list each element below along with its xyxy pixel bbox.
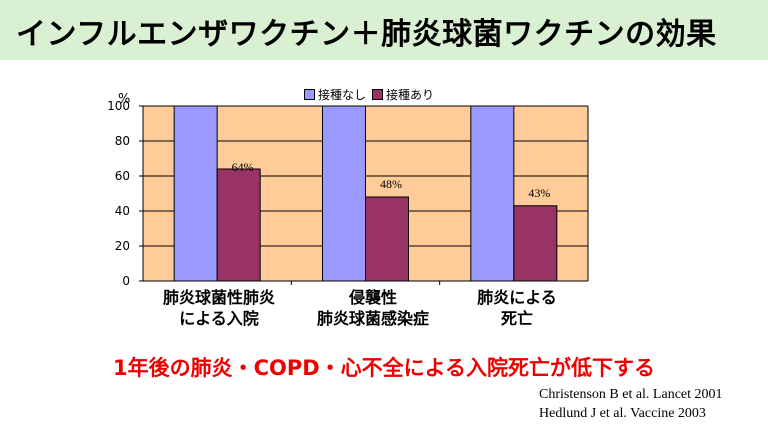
bar-data-label: 64%: [232, 160, 254, 174]
bar-no-vaccine: [322, 105, 366, 282]
bar-vaccinated: [216, 168, 261, 282]
bar-no-vaccine: [173, 105, 218, 282]
x-label-line: 肺炎球菌性肺炎: [162, 288, 275, 307]
bar-vaccinated: [365, 196, 409, 282]
conclusion-text: 1年後の肺炎・COPD・心不全による入院死亡が低下する: [112, 356, 656, 380]
y-tick-label: 0: [122, 274, 130, 288]
legend-item-vaccinated: 接種あり: [372, 86, 434, 103]
legend-item-no-vaccine: 接種なし: [304, 86, 366, 103]
bar-no-vaccine: [470, 105, 515, 282]
x-label-line: 肺炎球菌感染症: [316, 309, 429, 328]
title-band: [0, 0, 768, 60]
x-label-pneumonia-hospitalization: 肺炎球菌性肺炎 による入院: [134, 287, 304, 329]
legend-label-vaccinated: 接種あり: [386, 88, 435, 102]
x-label-line: 侵襲性: [348, 288, 397, 307]
y-tick-label: 20: [115, 239, 130, 253]
x-label-line: による入院: [179, 309, 259, 328]
reference-item: Hedlund J et al. Vaccine 2003: [539, 406, 706, 421]
bar-vaccinated: [513, 205, 558, 282]
bar-data-label: 48%: [380, 177, 402, 191]
x-label-line: 肺炎による: [477, 288, 557, 307]
legend-swatch-no-vaccine: [304, 89, 315, 100]
chart-legend: 接種なし 接種あり: [304, 86, 434, 103]
legend-label-no-vaccine: 接種なし: [318, 88, 367, 102]
x-label-line: 死亡: [500, 309, 533, 328]
y-tick-label: 80: [115, 134, 130, 148]
legend-swatch-vaccinated: [372, 89, 384, 100]
x-label-invasive-infection: 侵襲性 肺炎球菌感染症: [288, 287, 458, 329]
x-label-pneumonia-death: 肺炎による 死亡: [432, 287, 602, 329]
y-tick-label: 60: [115, 169, 130, 183]
bar-data-label: 43%: [528, 186, 550, 200]
page-title: インフルエンザワクチン＋肺炎球菌ワクチンの効果: [16, 17, 717, 52]
y-tick-label: 40: [115, 204, 130, 218]
y-axis-unit: %: [118, 92, 131, 107]
reference-item: Christenson B et al. Lancet 2001: [539, 387, 723, 402]
references: Christenson B et al. Lancet 2001 Hedlund…: [539, 385, 723, 423]
y-tick-label: 100: [107, 99, 130, 113]
